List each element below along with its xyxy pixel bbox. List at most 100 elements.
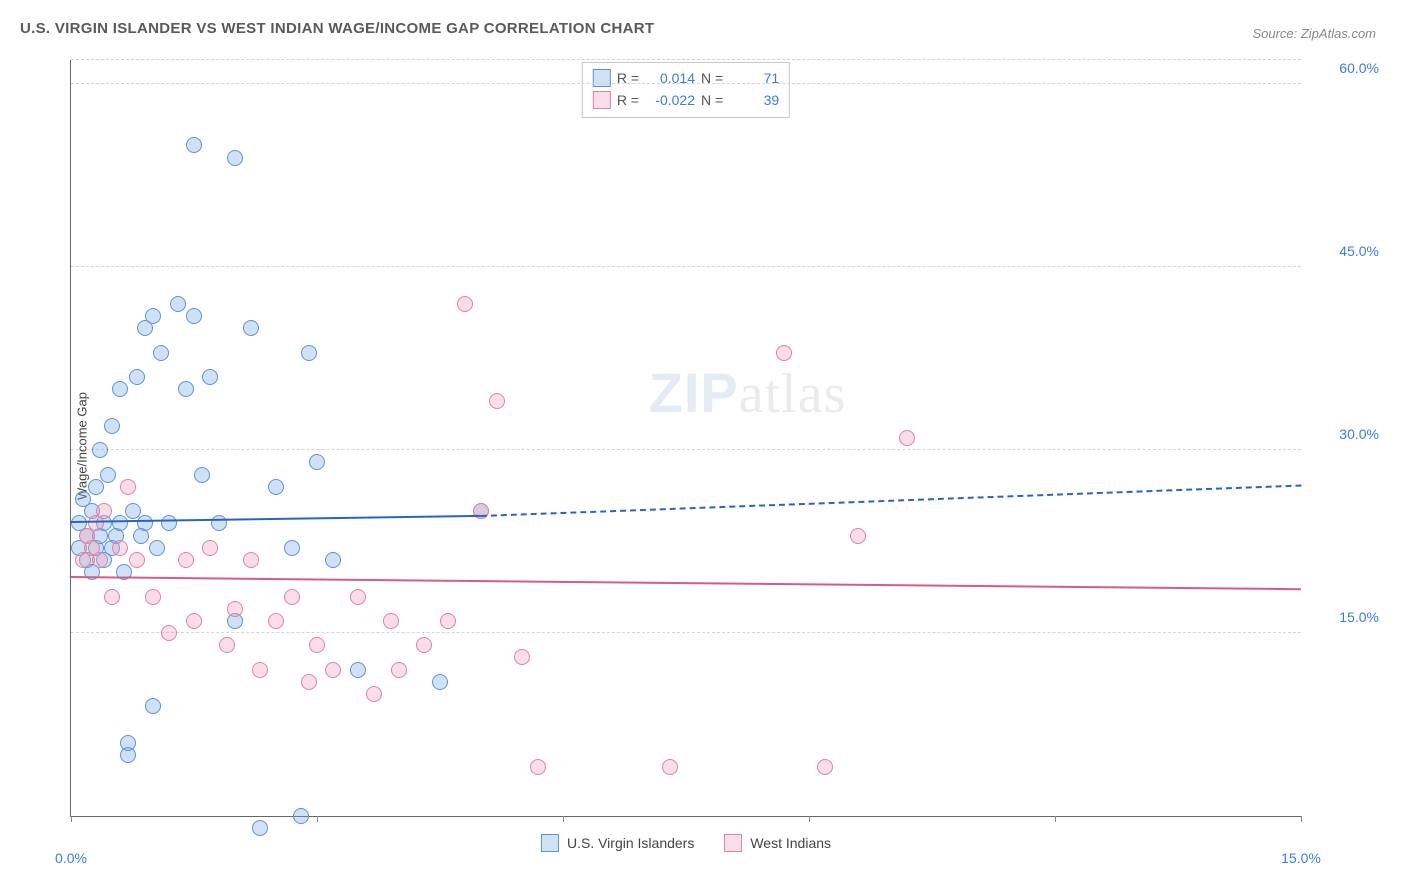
r-value: -0.022	[645, 89, 695, 111]
gridline	[71, 266, 1301, 267]
data-point	[145, 698, 161, 714]
data-point	[170, 296, 186, 312]
data-point	[301, 674, 317, 690]
data-point	[96, 503, 112, 519]
stats-box: R = 0.014 N = 71 R = -0.022 N = 39	[582, 62, 790, 118]
data-point	[416, 637, 432, 653]
data-point	[178, 381, 194, 397]
data-point	[391, 662, 407, 678]
y-tick-label: 15.0%	[1339, 609, 1379, 625]
n-value: 39	[729, 89, 779, 111]
legend-item: U.S. Virgin Islanders	[541, 834, 694, 852]
data-point	[194, 467, 210, 483]
r-label: R =	[617, 67, 639, 89]
swatch-icon	[593, 91, 611, 109]
data-point	[325, 662, 341, 678]
gridline	[71, 59, 1301, 60]
data-point	[899, 430, 915, 446]
data-point	[153, 345, 169, 361]
data-point	[325, 552, 341, 568]
y-tick-label: 30.0%	[1339, 426, 1379, 442]
data-point	[252, 820, 268, 836]
data-point	[440, 613, 456, 629]
trend-line	[481, 485, 1301, 517]
gridline	[71, 449, 1301, 450]
data-point	[227, 601, 243, 617]
x-tick	[563, 816, 564, 822]
data-point	[186, 613, 202, 629]
legend-label: West Indians	[750, 835, 831, 851]
data-point	[309, 454, 325, 470]
gridline	[71, 83, 1301, 84]
n-value: 71	[729, 67, 779, 89]
data-point	[301, 345, 317, 361]
watermark: ZIPatlas	[649, 360, 847, 426]
data-point	[149, 540, 165, 556]
data-point	[817, 759, 833, 775]
data-point	[186, 137, 202, 153]
x-tick-label: 15.0%	[1281, 850, 1321, 866]
data-point	[104, 589, 120, 605]
data-point	[366, 686, 382, 702]
x-tick-label: 0.0%	[55, 850, 87, 866]
data-point	[662, 759, 678, 775]
data-point	[457, 296, 473, 312]
data-point	[293, 808, 309, 824]
data-point	[120, 479, 136, 495]
x-tick	[71, 816, 72, 822]
data-point	[161, 625, 177, 641]
data-point	[284, 589, 300, 605]
data-point	[350, 589, 366, 605]
correlation-chart: U.S. VIRGIN ISLANDER VS WEST INDIAN WAGE…	[20, 20, 1386, 872]
data-point	[145, 308, 161, 324]
chart-title: U.S. VIRGIN ISLANDER VS WEST INDIAN WAGE…	[20, 20, 1386, 37]
data-point	[112, 540, 128, 556]
data-point	[92, 442, 108, 458]
data-point	[112, 515, 128, 531]
data-point	[383, 613, 399, 629]
legend: U.S. Virgin Islanders West Indians	[541, 834, 831, 852]
data-point	[145, 589, 161, 605]
y-tick-label: 60.0%	[1339, 60, 1379, 76]
r-value: 0.014	[645, 67, 695, 89]
r-label: R =	[617, 89, 639, 111]
data-point	[243, 552, 259, 568]
data-point	[268, 613, 284, 629]
data-point	[252, 662, 268, 678]
data-point	[530, 759, 546, 775]
legend-label: U.S. Virgin Islanders	[567, 835, 694, 851]
n-label: N =	[701, 67, 723, 89]
swatch-icon	[724, 834, 742, 852]
stats-row: R = 0.014 N = 71	[593, 67, 779, 89]
data-point	[268, 479, 284, 495]
data-point	[202, 369, 218, 385]
swatch-icon	[541, 834, 559, 852]
data-point	[202, 540, 218, 556]
data-point	[219, 637, 235, 653]
data-point	[186, 308, 202, 324]
data-point	[514, 649, 530, 665]
data-point	[161, 515, 177, 531]
data-point	[309, 637, 325, 653]
data-point	[243, 320, 259, 336]
data-point	[284, 540, 300, 556]
x-tick	[1055, 816, 1056, 822]
data-point	[350, 662, 366, 678]
data-point	[850, 528, 866, 544]
x-tick	[317, 816, 318, 822]
legend-item: West Indians	[724, 834, 831, 852]
trend-line	[71, 576, 1301, 590]
x-tick	[1301, 816, 1302, 822]
data-point	[776, 345, 792, 361]
plot-area: ZIPatlas R = 0.014 N = 71 R = -0.022 N =…	[70, 60, 1301, 817]
data-point	[178, 552, 194, 568]
data-point	[88, 479, 104, 495]
data-point	[227, 150, 243, 166]
stats-row: R = -0.022 N = 39	[593, 89, 779, 111]
data-point	[120, 735, 136, 751]
data-point	[432, 674, 448, 690]
gridline	[71, 632, 1301, 633]
source-attribution: Source: ZipAtlas.com	[1252, 26, 1376, 41]
n-label: N =	[701, 89, 723, 111]
y-tick-label: 45.0%	[1339, 243, 1379, 259]
